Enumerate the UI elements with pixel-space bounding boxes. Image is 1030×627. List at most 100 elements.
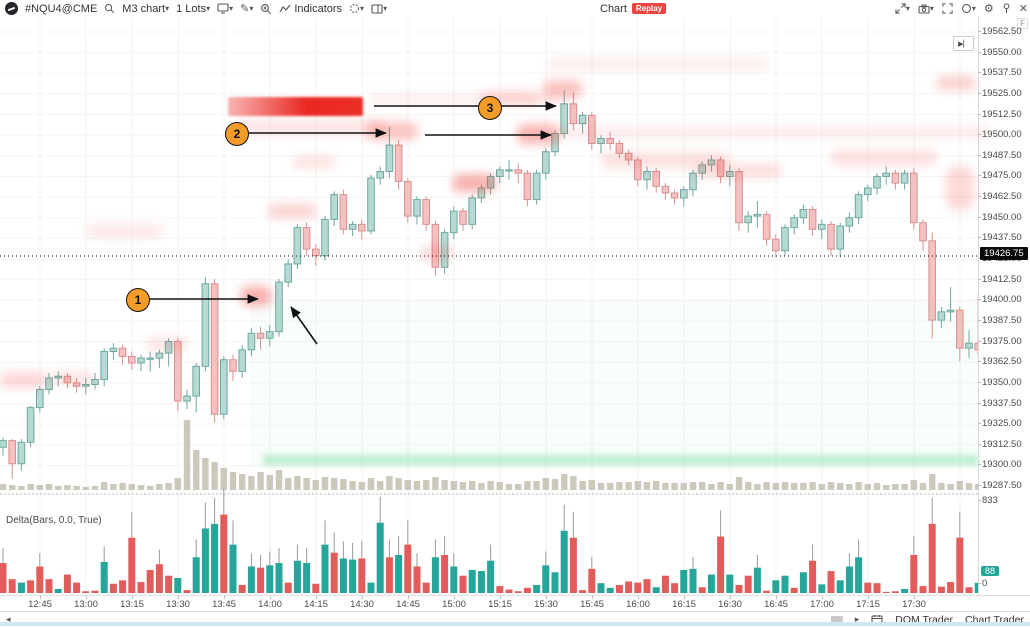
resize-button[interactable]: ▾ (895, 3, 910, 14)
bottom-accent-strip (0, 622, 1030, 626)
chevron-down-icon: ▾ (905, 4, 910, 13)
snapshot-circle-button[interactable]: ▾ (349, 3, 364, 14)
delta-axis-max: 833 (978, 495, 998, 506)
layout-icon (371, 3, 383, 14)
time-tick-label: 15:15 (488, 599, 512, 610)
chevron-down-icon: ▾ (360, 4, 365, 13)
time-tick-label: 14:45 (396, 599, 420, 610)
top-toolbar: #NQU4@CME M3 chart ▾ 1 Lots ▾ ▾ ✎ ▾ Indicat… (0, 0, 1030, 18)
camera-button[interactable]: ▾ (918, 4, 934, 14)
time-tick-label: 13:30 (166, 599, 190, 610)
time-tick-label: 16:00 (626, 599, 650, 610)
price-tick: 19375.00 (978, 335, 1022, 347)
time-tick-label: 16:30 (718, 599, 742, 610)
pane-title: Chart (600, 2, 627, 15)
price-tick: 19387.50 (978, 314, 1022, 326)
indicator-label: Delta(Bars, 0.0, True) (6, 515, 102, 526)
circle-tool-button[interactable]: ▾ (961, 3, 976, 14)
price-tick: 19412.50 (978, 273, 1022, 285)
close-icon[interactable]: ✕ (1018, 3, 1028, 15)
price-tick: 19500.00 (978, 129, 1022, 141)
price-tick: 19362.50 (978, 356, 1022, 368)
replay-step-forward-button[interactable]: ▶▏ (953, 36, 974, 51)
price-tick: 19337.50 (978, 397, 1022, 409)
time-tick-label: 14:15 (304, 599, 328, 610)
price-axis[interactable]: F 19562.50 19550.00 19537.50 19525.00 19512.… (977, 17, 1030, 595)
layout-button[interactable]: ▾ (371, 3, 387, 14)
price-tick: 19562.50 (978, 26, 1022, 37)
candlestick-chart (0, 17, 978, 593)
time-tick-label: 14:30 (350, 599, 374, 610)
settings-gear-icon[interactable]: ⚙ (983, 3, 994, 15)
price-tick: 19450.00 (978, 211, 1022, 223)
scroll-right-icon[interactable]: ▸ (854, 614, 860, 624)
price-tick: 19300.00 (978, 459, 1022, 471)
price-tick: 19287.50 (978, 480, 1022, 492)
price-tick: 19437.50 (978, 232, 1022, 244)
price-tick: 19400.00 (978, 294, 1022, 306)
fullscreen-icon[interactable] (942, 3, 953, 14)
annotation-arrow (290, 306, 318, 345)
time-tick-label: 15:45 (580, 599, 604, 610)
time-tick-label: 17:30 (902, 599, 926, 610)
pin-icon[interactable] (1002, 3, 1011, 14)
current-price-label: 19426.75 (980, 247, 1028, 260)
time-tick-label: 16:45 (764, 599, 788, 610)
screens-button[interactable]: ▾ (217, 3, 233, 14)
chevron-down-icon: ▾ (229, 4, 234, 13)
time-tick-label: 14:00 (258, 599, 282, 610)
time-tick-label: 15:30 (534, 599, 558, 610)
price-tick: 19487.50 (978, 149, 1022, 161)
pencil-icon: ✎ (240, 3, 250, 15)
annotation-arrows (150, 101, 557, 345)
time-tick-label: 13:15 (120, 599, 144, 610)
time-tick-label: 13:45 (212, 599, 236, 610)
axis-flag[interactable]: F (1017, 18, 1028, 29)
time-tick-label: 17:00 (810, 599, 834, 610)
monitor-icon (217, 3, 229, 14)
delta-last-value-badge: 88 (981, 566, 1000, 576)
time-tick-label: 12:45 (28, 599, 52, 610)
dashed-circle-icon (349, 3, 360, 14)
delta-axis-min: 0 (977, 578, 988, 589)
search-icon[interactable] (104, 3, 115, 14)
time-tick-label: 15:00 (442, 599, 466, 610)
chevron-down-icon: ▾ (206, 4, 211, 13)
price-tick: 19350.00 (978, 376, 1022, 388)
zoom-in-icon[interactable] (260, 3, 272, 15)
circle-icon (961, 3, 972, 14)
indicators-button[interactable]: Indicators (279, 3, 342, 15)
price-tick: 19462.50 (978, 191, 1022, 203)
price-tick: 19475.00 (978, 170, 1022, 182)
interval-selector[interactable]: M3 chart ▾ (122, 2, 170, 15)
supply-zone-drawing (228, 97, 363, 116)
chevron-down-icon: ▾ (165, 4, 170, 13)
annotation-circle-3[interactable]: 3 (478, 96, 502, 120)
lots-selector[interactable]: 1 Lots ▾ (176, 2, 211, 15)
chart-pane[interactable]: 1 2 3 ▶▏ Delta(Bars, 0.0, True) (0, 17, 990, 595)
draw-button[interactable]: ✎ ▾ (240, 2, 253, 15)
scrollbar-thumb[interactable] (830, 616, 843, 623)
chevron-down-icon: ▾ (929, 4, 934, 13)
chevron-down-icon: ▾ (971, 4, 976, 13)
price-tick: 19512.50 (978, 108, 1022, 120)
price-tick: 19312.50 (978, 438, 1022, 450)
annotation-circle-2[interactable]: 2 (225, 122, 249, 146)
time-tick-label: 17:15 (856, 599, 880, 610)
price-tick: 19537.50 (978, 67, 1022, 79)
replay-badge: Replay (631, 3, 667, 14)
time-tick-label: 13:00 (74, 599, 98, 610)
indicators-icon (279, 4, 291, 14)
app-logo[interactable] (5, 2, 18, 15)
annotation-circle-1[interactable]: 1 (126, 288, 150, 312)
time-axis[interactable]: 12:45 13:00 13:15 13:30 13:45 14:00 14:15 14:30… (0, 595, 1030, 612)
chevron-down-icon: ▾ (249, 4, 254, 13)
price-tick: 19525.00 (978, 87, 1022, 99)
scroll-left-icon[interactable]: ◂ (6, 614, 11, 624)
time-tick-label: 16:15 (672, 599, 696, 610)
symbol-label[interactable]: #NQU4@CME (25, 2, 98, 15)
price-tick: 19325.00 (978, 418, 1022, 430)
price-tick: 19550.00 (978, 46, 1022, 58)
camera-icon (918, 4, 930, 14)
resize-arrows-icon (895, 3, 906, 14)
